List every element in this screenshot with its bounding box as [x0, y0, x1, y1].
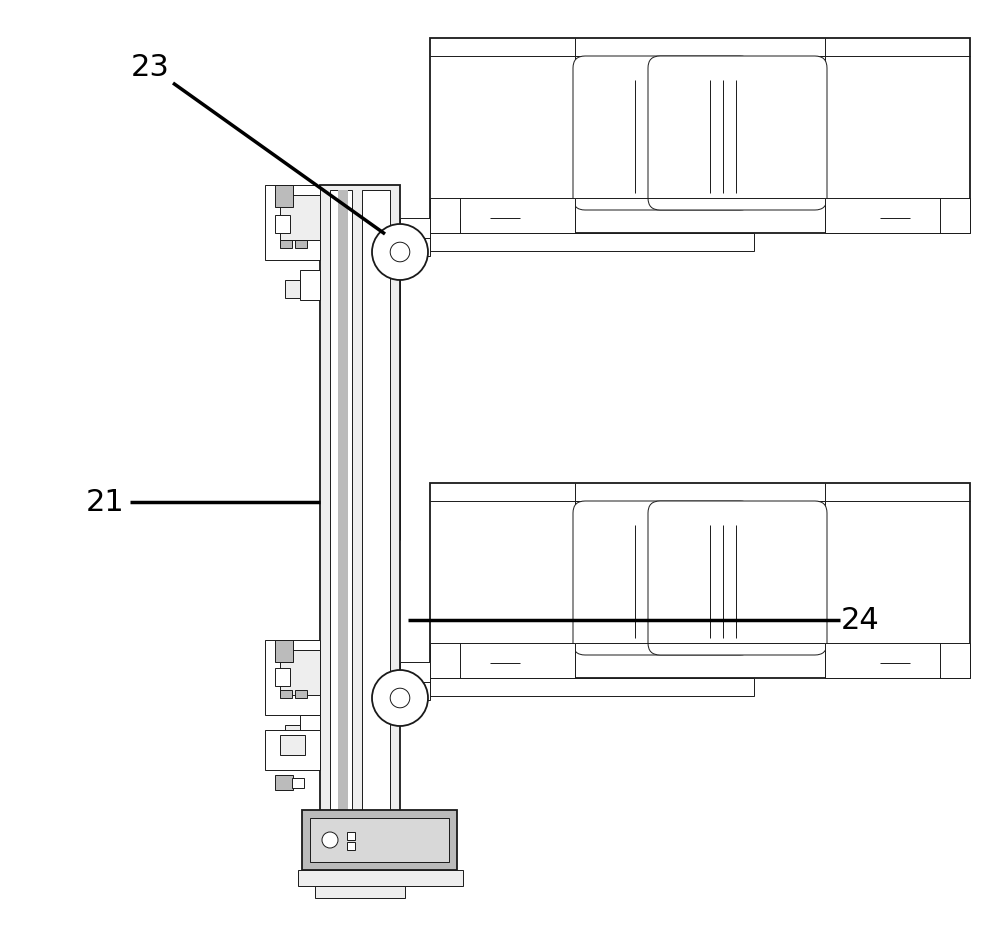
Bar [400, 218, 430, 256]
Bar [430, 678, 754, 696]
Bar [265, 730, 320, 770]
Bar [275, 668, 290, 686]
Circle shape [372, 224, 428, 280]
Bar [280, 690, 292, 698]
Bar [430, 233, 754, 251]
Bar [338, 190, 348, 865]
Bar [292, 778, 304, 788]
Bar [320, 185, 400, 870]
Bar [280, 195, 320, 240]
Circle shape [390, 242, 410, 262]
Bar [400, 662, 430, 700]
Bar [575, 501, 825, 643]
Bar [430, 198, 575, 233]
Text: 24: 24 [841, 605, 879, 635]
Bar [295, 690, 307, 698]
Bar [330, 190, 352, 865]
Bar [315, 886, 405, 898]
Bar [575, 56, 825, 198]
Bar [347, 842, 355, 850]
Circle shape [322, 832, 338, 848]
Bar [300, 715, 320, 745]
Bar [275, 775, 293, 790]
Circle shape [390, 688, 410, 708]
Bar [310, 818, 449, 862]
Text: 23: 23 [131, 54, 169, 82]
FancyBboxPatch shape [573, 501, 752, 655]
Bar [295, 240, 307, 248]
Bar [265, 185, 320, 260]
Bar [298, 870, 463, 886]
FancyBboxPatch shape [648, 501, 827, 655]
FancyBboxPatch shape [573, 56, 752, 210]
Bar [265, 640, 320, 715]
Bar [275, 640, 293, 662]
Bar [362, 190, 390, 865]
Bar [275, 185, 293, 207]
Bar [285, 280, 300, 298]
Bar [280, 240, 292, 248]
Circle shape [372, 670, 428, 726]
FancyBboxPatch shape [648, 56, 827, 210]
Bar [285, 725, 300, 743]
Bar [280, 650, 320, 695]
Bar [275, 215, 290, 233]
Bar [347, 832, 355, 840]
Text: 21: 21 [86, 487, 124, 517]
Bar [302, 810, 457, 870]
Bar [825, 198, 970, 233]
Bar [430, 643, 575, 678]
Bar [300, 270, 320, 300]
Bar [430, 483, 970, 678]
Bar [825, 643, 970, 678]
Bar [430, 38, 970, 233]
Bar [280, 735, 305, 755]
